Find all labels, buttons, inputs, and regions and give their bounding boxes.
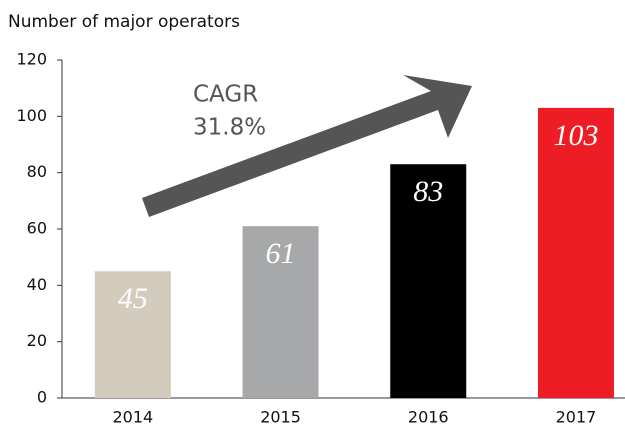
data-label: 61 [266, 237, 296, 270]
x-tick-label: 2015 [260, 408, 301, 427]
chart-title: Number of major operators [8, 12, 240, 32]
data-label: 103 [553, 119, 598, 152]
data-label: 83 [413, 175, 443, 208]
y-tick-label: 40 [27, 275, 47, 294]
bar [537, 107, 614, 398]
x-tick-label: 2014 [112, 408, 153, 427]
y-tick-label: 60 [27, 219, 47, 238]
cagr-arrow [142, 75, 472, 217]
data-label: 45 [118, 282, 148, 315]
y-tick-label: 0 [37, 388, 47, 407]
y-tick-label: 20 [27, 331, 47, 350]
annotation: 31.8% [193, 115, 266, 141]
bar [94, 271, 171, 398]
x-tick-label: 2016 [408, 408, 449, 427]
y-tick-label: 120 [16, 50, 47, 69]
y-tick-label: 100 [16, 106, 47, 125]
bar [390, 164, 467, 398]
bar [242, 226, 319, 398]
x-tick-label: 2017 [556, 408, 597, 427]
y-tick-label: 80 [27, 162, 47, 181]
annotation: CAGR [193, 82, 258, 108]
